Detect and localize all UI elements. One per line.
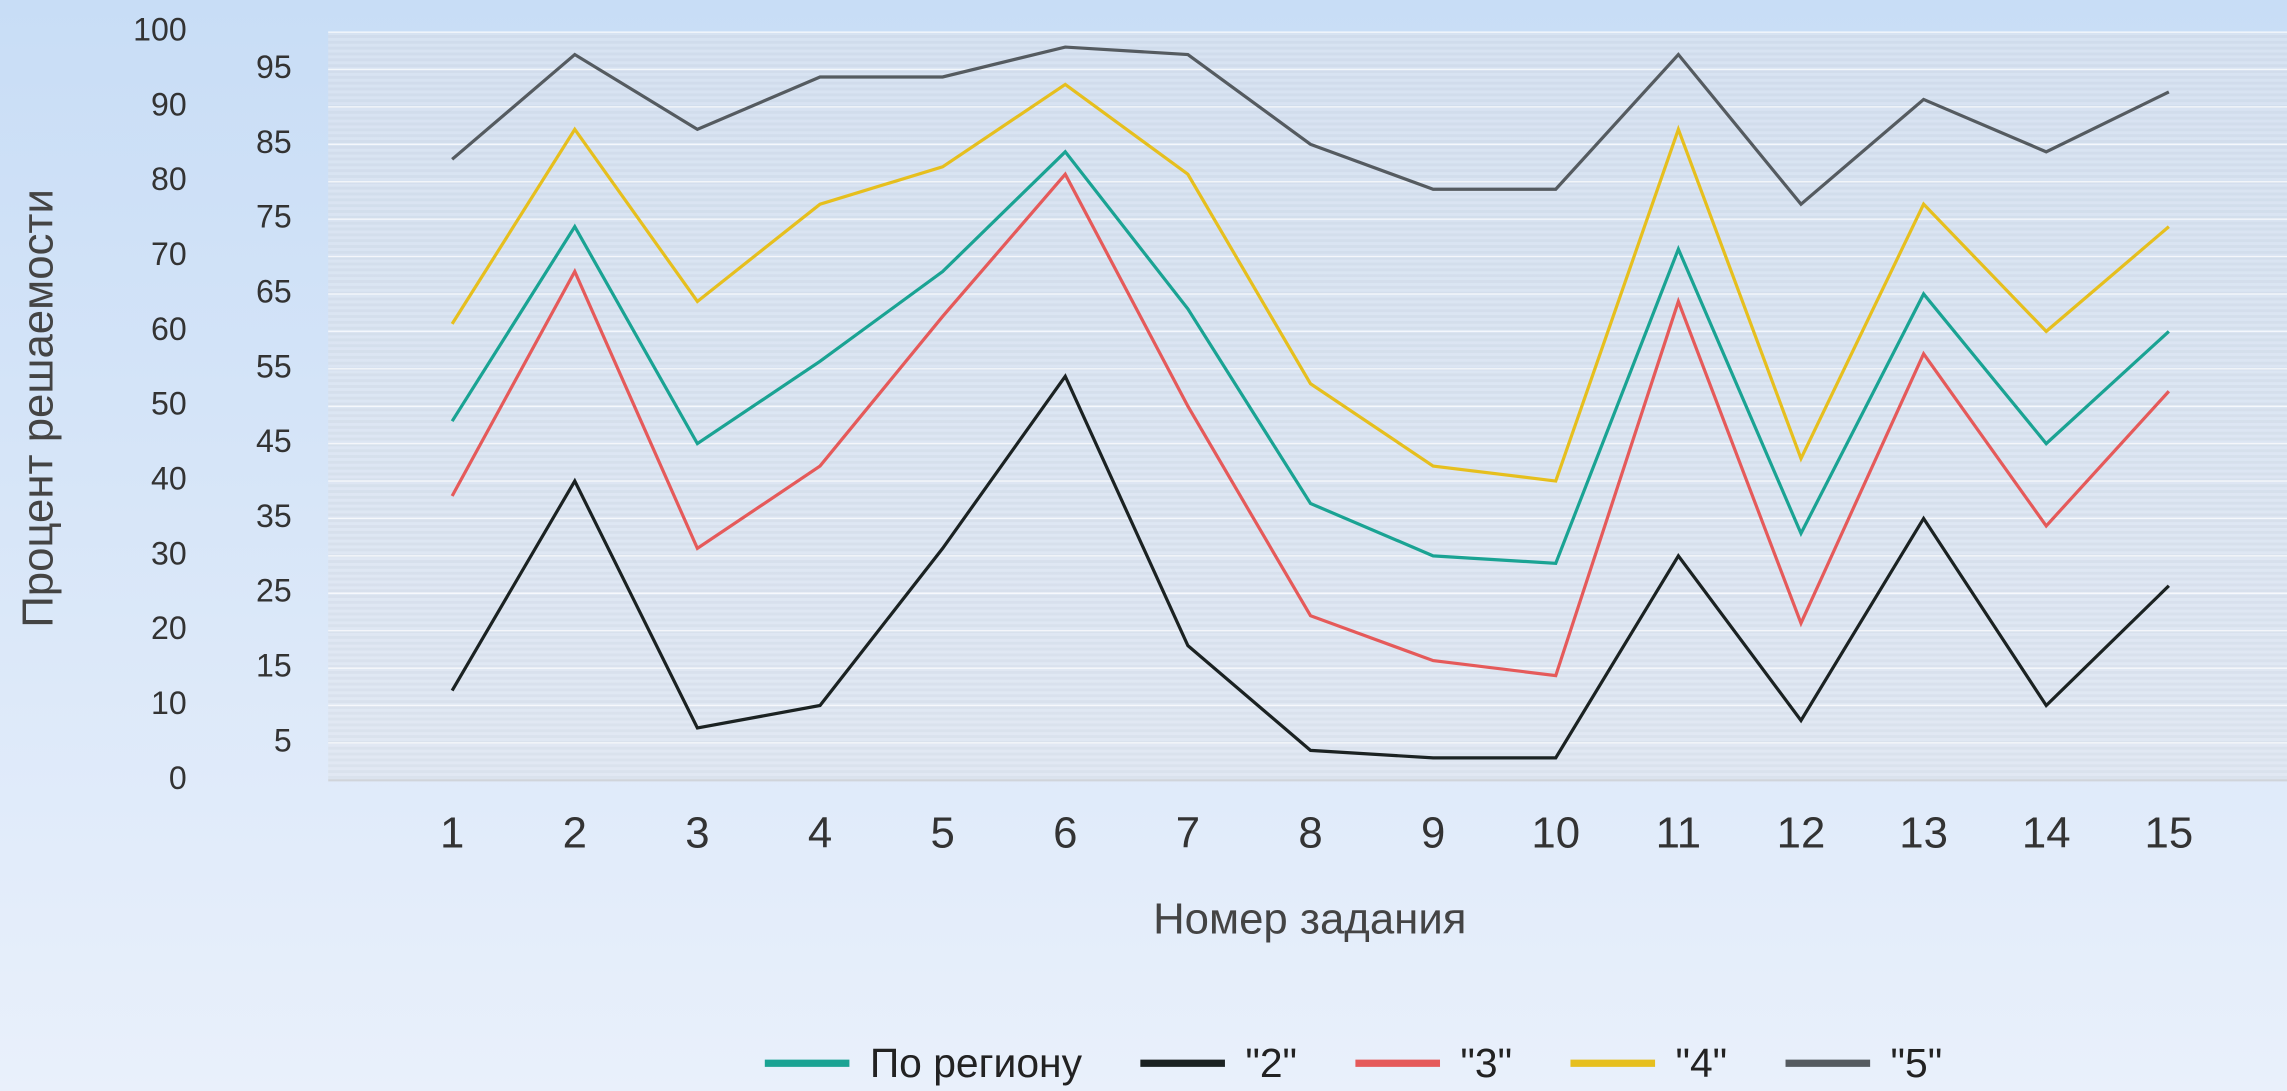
x-tick-label: 4 [808, 808, 832, 857]
y-tick-label: 85 [256, 124, 292, 160]
x-tick-label: 9 [1421, 808, 1445, 857]
x-tick-label: 12 [1777, 808, 1826, 857]
x-tick-label: 7 [1176, 808, 1200, 857]
y-tick-label: 55 [256, 348, 292, 384]
y-tick-label: 95 [256, 49, 292, 85]
x-axis-title: Номер задания [1153, 894, 1466, 943]
x-tick-label: 1 [440, 808, 464, 857]
y-tick-label: 75 [256, 199, 292, 235]
y-tick-label: 15 [256, 648, 292, 684]
y-tick-label: 80 [151, 161, 187, 197]
y-tick-label: 60 [151, 311, 187, 347]
y-tick-label: 100 [133, 12, 187, 48]
x-tick-label: 8 [1298, 808, 1322, 857]
legend-label: "3" [1460, 1040, 1512, 1086]
x-tick-label: 5 [930, 808, 954, 857]
series-line [450, 82, 2170, 483]
x-tick-label: 10 [1531, 808, 1580, 857]
y-tick-label: 0 [169, 760, 187, 796]
y-tick-label: 35 [256, 498, 292, 534]
y-tick-label: 40 [151, 461, 187, 497]
y-tick-label: 50 [151, 386, 187, 422]
legend-label: По региону [870, 1040, 1083, 1086]
x-tick-label: 15 [2145, 808, 2194, 857]
y-tick-label: 25 [256, 573, 292, 609]
x-tick-label: 3 [685, 808, 709, 857]
y-tick-label: 10 [151, 685, 187, 721]
y-tick-label: 5 [274, 722, 292, 758]
legend-label: "4" [1675, 1040, 1727, 1086]
legend-label: "5" [1891, 1040, 1943, 1086]
y-tick-label: 70 [151, 236, 187, 272]
x-tick-label: 11 [1656, 808, 1701, 857]
y-axis-title: Процент решаемости [13, 189, 62, 628]
series-line [450, 171, 2171, 678]
legend-label: "2" [1245, 1040, 1297, 1086]
series-line [450, 373, 2170, 760]
y-tick-label: 90 [151, 86, 187, 122]
series-line [451, 45, 2170, 207]
series-line [450, 149, 2170, 566]
y-tick-label: 30 [151, 535, 187, 571]
x-tick-label: 14 [2022, 808, 2071, 857]
y-tick-label: 45 [256, 423, 292, 459]
y-tick-label: 20 [151, 610, 187, 646]
y-tick-label: 65 [256, 273, 292, 309]
x-tick-label: 6 [1053, 808, 1077, 857]
x-tick-label: 2 [563, 808, 587, 857]
x-tick-label: 13 [1899, 808, 1948, 857]
